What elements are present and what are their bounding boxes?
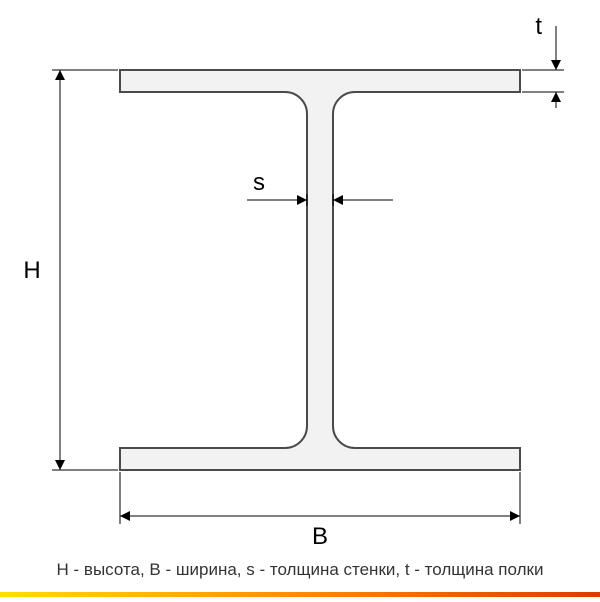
i-beam-outline — [120, 70, 520, 470]
dim-H-label: H — [23, 257, 40, 284]
legend-text: H - высота, B - ширина, s - толщина стен… — [0, 560, 600, 580]
dim-t-label: t — [535, 13, 542, 40]
diagram-svg: H Bs t — [0, 0, 600, 602]
dim-s-label: s — [253, 169, 265, 196]
gradient-bar — [0, 592, 600, 597]
dim-B-label: B — [312, 523, 328, 550]
